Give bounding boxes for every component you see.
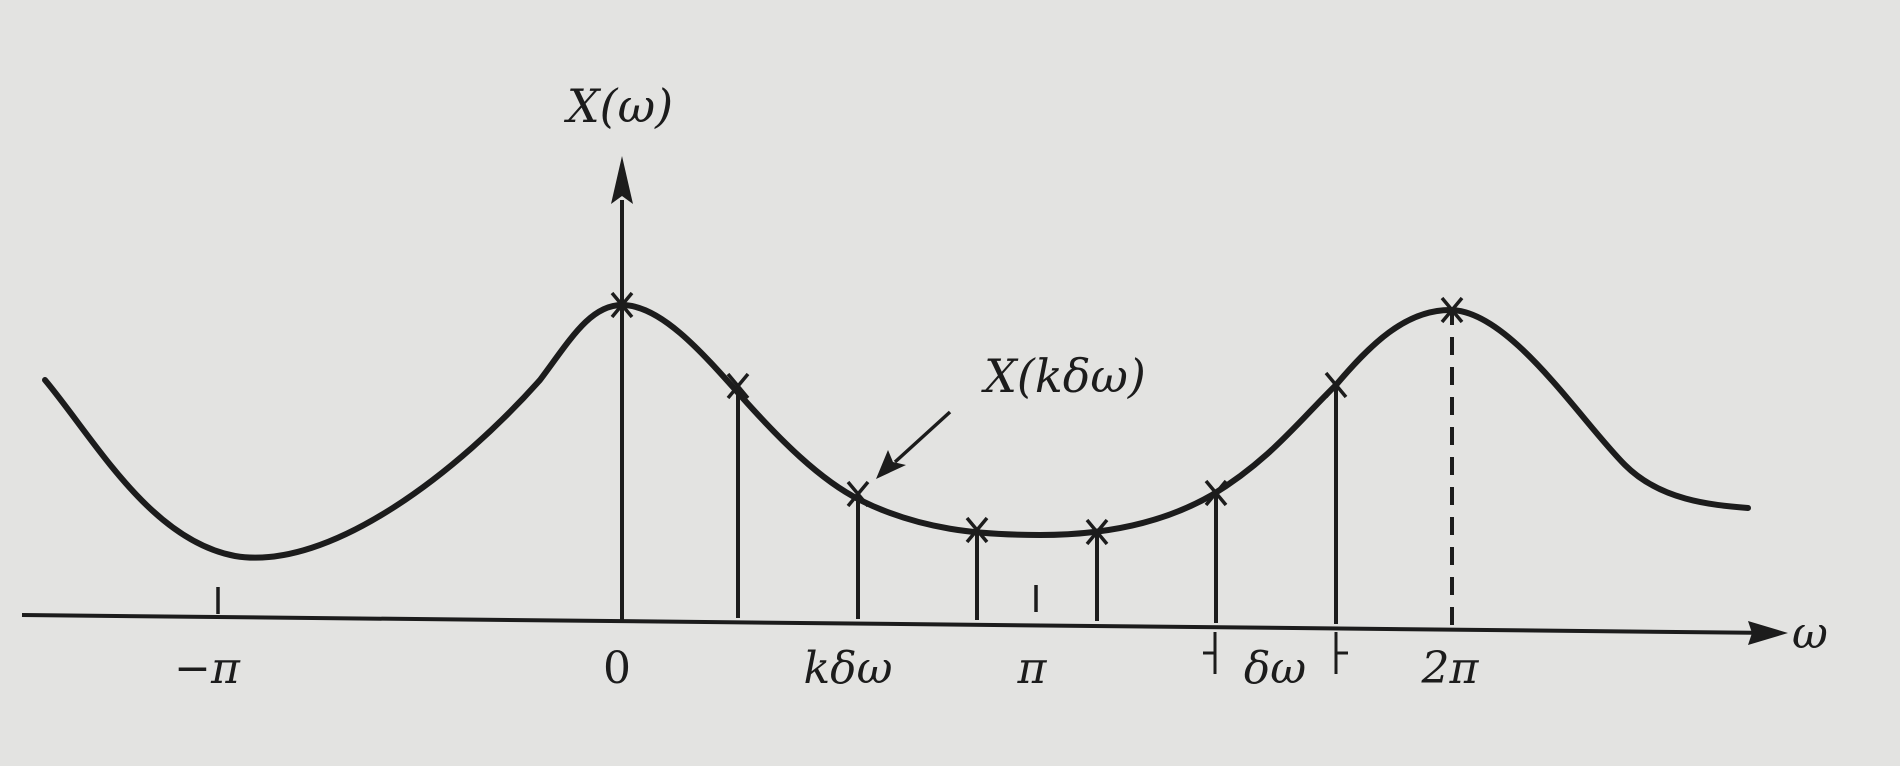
tick-label-zero: 0 [603, 643, 631, 694]
sample-x-mark-icon [1204, 479, 1228, 507]
tick-label-k-delta-omega: kδω [803, 643, 892, 694]
y-axis-label: X(ω) [564, 79, 673, 133]
sample-x-mark-icon [965, 516, 989, 544]
sample-x-mark-icon [846, 480, 870, 508]
sample-x-mark-icon [1440, 296, 1464, 324]
annotation-arrow [893, 410, 952, 464]
sample-x-mark-icon [610, 291, 634, 319]
sample-x-mark-icon [1085, 518, 1109, 546]
sample-x-mark-icon [1324, 371, 1348, 399]
x-axis-label: ω [1792, 608, 1828, 659]
tick-label-two-pi: 2π [1421, 643, 1480, 694]
sample-markers [610, 291, 1464, 546]
tick-label-pi: π [1017, 643, 1048, 694]
tick-label-neg-pi: −π [174, 643, 241, 694]
spectrum-curve [42, 301, 1751, 561]
annotation-arrow-head-icon [876, 450, 906, 479]
x-omega-axis-arrow-icon [611, 156, 633, 204]
omega-axis [21, 613, 1779, 635]
omega-axis-arrow-icon [1748, 621, 1788, 645]
tick-label-delta-omega: δω [1244, 643, 1306, 694]
sample-label: X(kδω) [981, 349, 1146, 403]
sample-x-mark-icon [726, 372, 750, 400]
